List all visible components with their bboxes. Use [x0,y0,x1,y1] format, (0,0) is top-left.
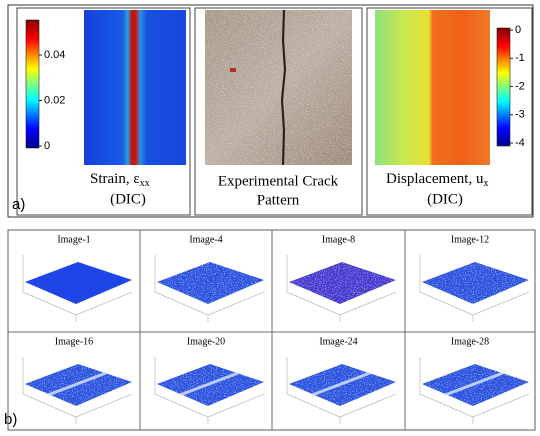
displacement-caption-2: (DIC) [427,191,463,207]
subplot-title: Image-8 [322,234,355,245]
subplot-title: Image-20 [187,336,225,347]
colorbar-tick-label: -2 [515,80,525,92]
displacement-caption: Displacement, ux [386,171,488,189]
subplot-title: Image-1 [57,234,90,245]
colorbar-tick-label: -3 [515,109,525,121]
subplot-title: Image-12 [451,234,489,245]
stain [230,68,236,72]
colorbar-tick-label: 0.02 [44,94,65,106]
strain-caption-2: (DIC) [110,191,146,207]
displacement-colorbar [497,28,510,146]
strain-colorbar [26,20,39,148]
colorbar-tick-label: 0.04 [44,49,65,61]
panel-a-label: a) [12,196,25,213]
subplot-title: Image-4 [189,234,222,245]
figure: Strain, εxx (DIC) Experimental Crack Pat… [0,0,540,436]
colorbar-tick-label: -1 [515,52,525,64]
crack-caption-2: Pattern [257,192,300,208]
strain-map [84,10,186,165]
colorbar-tick-label: 0 [515,24,521,36]
displacement-map [375,10,490,165]
crack-photo [205,10,352,165]
subplot-title: Image-24 [319,336,357,347]
subplot-title: Image-28 [451,336,489,347]
subplot-title: Image-16 [55,336,93,347]
colorbar-tick-label: -4 [515,137,525,149]
colorbar-tick-label: 0 [44,140,50,152]
crack-caption-1: Experimental Crack [218,173,339,189]
panel-b-label: b) [4,411,17,428]
